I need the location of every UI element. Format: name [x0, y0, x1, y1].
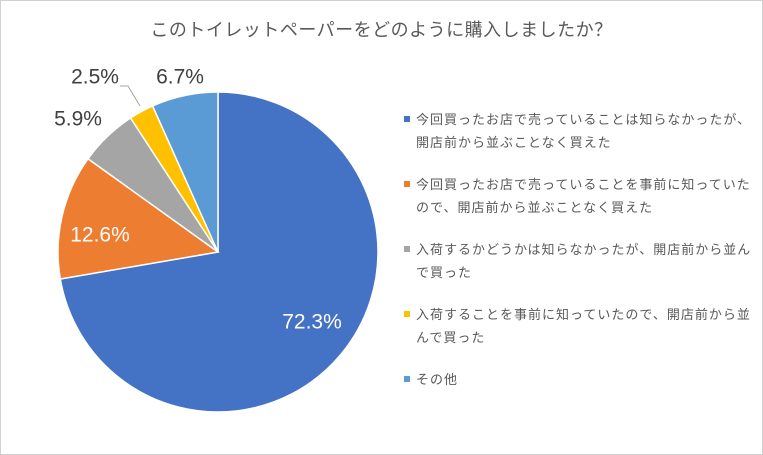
- data-label: 12.6%: [70, 224, 130, 247]
- legend: 今回買ったお店で売っていることは知らなかったが、開店前から並ぶことなく買えた 今回…: [404, 108, 754, 410]
- legend-item: 今回買ったお店で売っていることは知らなかったが、開店前から並ぶことなく買えた: [404, 108, 754, 154]
- legend-label: 入荷するかどうかは知らなかったが、開店前から並んで買った: [416, 242, 752, 280]
- legend-label: 今回買ったお店で売っていることを事前に知っていたので、開店前から並ぶことなく買え…: [416, 177, 751, 215]
- legend-item: その他: [404, 368, 754, 391]
- legend-label: 入荷することを事前に知っていたので、開店前から並んで買った: [416, 307, 751, 345]
- data-label: 5.9%: [54, 108, 102, 131]
- data-label: 2.5%: [71, 66, 119, 89]
- data-label: 6.7%: [156, 66, 204, 89]
- pie-slice: [151, 91, 219, 253]
- legend-item: 入荷するかどうかは知らなかったが、開店前から並んで買った: [404, 238, 754, 284]
- legend-swatch: [404, 246, 410, 252]
- legend-swatch: [404, 376, 410, 382]
- chart-title: このトイレットペーパーをどのように購入しましたか？: [150, 20, 613, 40]
- leader-line: [120, 85, 141, 107]
- legend-label: 今回買ったお店で売っていることは知らなかったが、開店前から並ぶことなく買えた: [416, 112, 752, 150]
- data-label: 72.3%: [282, 311, 342, 334]
- pie-slice: [57, 157, 220, 280]
- legend-item: 今回買ったお店で売っていることを事前に知っていたので、開店前から並ぶことなく買え…: [404, 173, 754, 219]
- legend-item: 入荷することを事前に知っていたので、開店前から並んで買った: [404, 303, 754, 349]
- legend-swatch: [404, 181, 410, 187]
- legend-swatch: [404, 311, 410, 317]
- legend-label: その他: [416, 372, 459, 387]
- legend-swatch: [404, 116, 410, 122]
